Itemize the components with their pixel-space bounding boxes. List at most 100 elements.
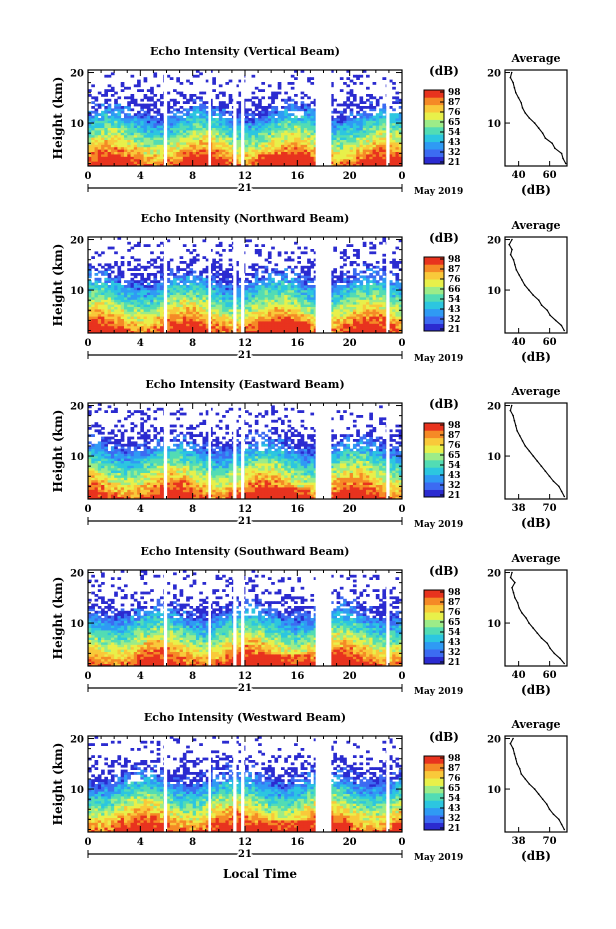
colorbar-cell <box>424 294 444 302</box>
colorbar-tick-label: 32 <box>448 814 461 824</box>
average-point <box>560 152 563 155</box>
day-label: 21 <box>238 350 252 361</box>
data-gap <box>241 237 245 333</box>
panel-title: Echo Intensity (Northward Beam) <box>141 212 350 225</box>
date-label: May 2019 <box>414 354 463 364</box>
colorbar-tick-label: 76 <box>448 275 461 285</box>
average-point <box>512 591 515 594</box>
colorbar-cell <box>424 445 444 453</box>
x-tick-label: 20 <box>343 504 357 515</box>
average-point <box>532 455 535 457</box>
data-gap <box>315 736 332 832</box>
average-point <box>521 279 523 281</box>
x-tick-label: 0 <box>85 171 92 182</box>
average-x-tick-label: 40 <box>512 170 526 181</box>
average-point <box>509 76 512 79</box>
colorbar-cell <box>424 641 444 650</box>
colorbar-frame <box>423 422 445 498</box>
average-y-tick-label: 10 <box>487 119 501 130</box>
x-tick-label: 8 <box>189 171 196 182</box>
colorbar-cell <box>424 656 444 665</box>
colorbar-tick-label: 76 <box>448 108 461 118</box>
panel-title: Echo Intensity (Southward Beam) <box>141 545 350 558</box>
data-gap <box>163 237 168 333</box>
average-point <box>563 329 565 332</box>
average-point <box>533 122 536 124</box>
average-frame <box>504 402 568 500</box>
y-tick-label: 20 <box>70 735 84 746</box>
average-x-label: (dB) <box>521 350 551 364</box>
x-tick-label: 4 <box>137 837 144 848</box>
colorbar-cell <box>424 822 444 831</box>
date-label: May 2019 <box>414 853 463 863</box>
colorbar-cell <box>424 590 444 598</box>
average-point <box>536 632 539 634</box>
panel-title: Echo Intensity (Vertical Beam) <box>150 45 340 58</box>
average-point <box>516 763 518 765</box>
x-tick-label: 0 <box>85 671 92 682</box>
average-title: Average <box>510 718 560 731</box>
x-tick-label: 8 <box>189 671 196 682</box>
average-point <box>528 783 531 785</box>
colorbar-cell <box>424 467 444 476</box>
data-gap <box>386 736 390 832</box>
average-point <box>541 798 544 800</box>
average-point <box>549 314 551 317</box>
average-point <box>511 586 513 589</box>
average-x-tick-label: 60 <box>543 670 557 681</box>
colorbar-cell <box>424 619 444 628</box>
colorbar-cell <box>424 807 444 816</box>
colorbar-tick-label: 87 <box>448 431 461 441</box>
average-title: Average <box>510 219 560 232</box>
x-tick-label: 0 <box>399 837 406 848</box>
colorbar-cell <box>424 482 444 490</box>
average-point <box>564 162 567 165</box>
average-point <box>528 117 531 119</box>
colorbar-frame <box>423 589 445 665</box>
y-axis-label: Height (km) <box>51 410 65 493</box>
y-axis-label: Height (km) <box>51 577 65 660</box>
x-tick-label: 0 <box>85 338 92 349</box>
y-axis-label: Height (km) <box>51 244 65 327</box>
data-gap <box>386 403 390 499</box>
data-gap <box>241 570 245 666</box>
colorbar-cell <box>424 119 444 128</box>
average-point <box>528 450 531 452</box>
x-tick-label: 20 <box>343 837 357 848</box>
colorbar-tick-label: 21 <box>448 325 461 335</box>
y-tick-label: 20 <box>70 69 84 80</box>
y-tick-label: 20 <box>70 402 84 413</box>
colorbar-cell <box>424 112 444 120</box>
colorbar-tick-label: 87 <box>448 265 461 275</box>
average-point <box>524 445 526 447</box>
colorbar-tick-label: 21 <box>448 658 461 668</box>
average-point <box>544 470 547 473</box>
average-point <box>525 617 527 619</box>
colorbar-cell <box>424 127 444 135</box>
average-point <box>560 823 563 826</box>
x-tick-label: 8 <box>189 504 196 515</box>
average-x-label: (dB) <box>521 849 551 863</box>
average-point <box>528 622 530 624</box>
data-gap <box>315 237 332 333</box>
average-point <box>548 808 551 811</box>
average-point <box>558 485 560 488</box>
colorbar-cell <box>424 756 444 764</box>
average-point <box>548 475 551 478</box>
x-tick-label: 20 <box>343 171 357 182</box>
average-y-tick-label: 20 <box>487 69 501 80</box>
data-gap <box>163 570 168 666</box>
colorbar-tick-label: 98 <box>448 88 461 98</box>
average-point <box>552 480 555 483</box>
average-y-tick-label: 20 <box>487 402 501 413</box>
colorbar-tick-label: 54 <box>448 295 461 305</box>
colorbar-tick-label: 21 <box>448 158 461 168</box>
average-point <box>512 81 514 84</box>
average-point <box>560 324 563 327</box>
average-point <box>520 773 522 775</box>
colorbar-tick-label: 87 <box>448 598 461 608</box>
average-point <box>551 142 553 145</box>
average-point <box>546 642 549 645</box>
colorbar-cell <box>424 604 444 613</box>
colorbar-cell <box>424 437 444 446</box>
